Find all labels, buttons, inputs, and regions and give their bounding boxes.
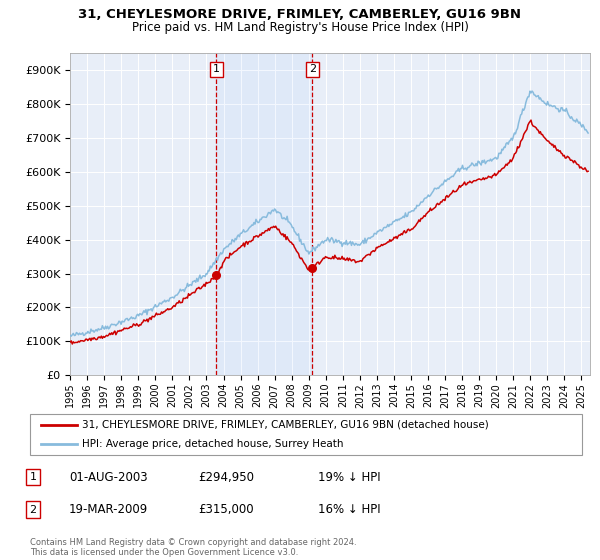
Text: 2: 2 [29,505,37,515]
Text: Contains HM Land Registry data © Crown copyright and database right 2024.
This d: Contains HM Land Registry data © Crown c… [30,538,356,557]
Text: 31, CHEYLESMORE DRIVE, FRIMLEY, CAMBERLEY, GU16 9BN (detached house): 31, CHEYLESMORE DRIVE, FRIMLEY, CAMBERLE… [82,420,489,430]
Text: 16% ↓ HPI: 16% ↓ HPI [318,503,380,516]
Text: 1: 1 [29,472,37,482]
Text: £294,950: £294,950 [198,470,254,484]
Text: 19% ↓ HPI: 19% ↓ HPI [318,470,380,484]
Text: £315,000: £315,000 [198,503,254,516]
Text: HPI: Average price, detached house, Surrey Heath: HPI: Average price, detached house, Surr… [82,439,344,449]
Text: 2: 2 [309,64,316,74]
Text: 1: 1 [213,64,220,74]
Text: 31, CHEYLESMORE DRIVE, FRIMLEY, CAMBERLEY, GU16 9BN: 31, CHEYLESMORE DRIVE, FRIMLEY, CAMBERLE… [79,8,521,21]
Text: 19-MAR-2009: 19-MAR-2009 [69,503,148,516]
Text: Price paid vs. HM Land Registry's House Price Index (HPI): Price paid vs. HM Land Registry's House … [131,21,469,34]
Text: 01-AUG-2003: 01-AUG-2003 [69,470,148,484]
Bar [217,53,312,375]
